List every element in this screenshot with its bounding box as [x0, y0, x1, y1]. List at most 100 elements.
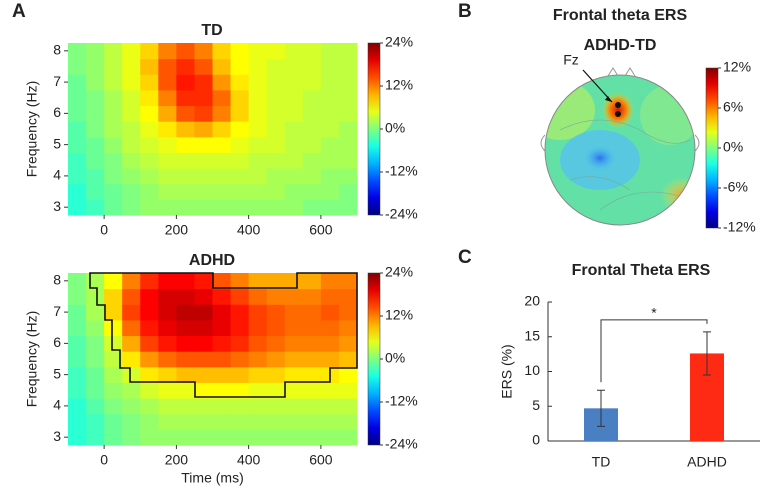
heatmap-cell	[68, 121, 87, 138]
heatmap-cell	[248, 168, 268, 185]
heatmap-cell	[212, 74, 232, 91]
heatmap-cell	[104, 58, 123, 75]
heatmap-cell	[338, 152, 358, 169]
heatmap-cell	[284, 43, 304, 60]
heatmap-cell	[212, 366, 232, 383]
heatmap-cell	[140, 58, 159, 75]
heatmap-cell	[212, 89, 232, 107]
heatmap-cell	[302, 413, 322, 430]
heatmap-cell	[158, 121, 177, 138]
heatmap-cell	[140, 398, 159, 415]
heatmap-cell	[194, 121, 213, 138]
heatmap-cell	[158, 413, 177, 430]
heatmap-cell	[176, 398, 195, 415]
heatmap-cell	[86, 121, 105, 138]
heatmap-cell	[266, 288, 286, 305]
y-tick-label: 6	[53, 104, 61, 120]
panel-label: C	[458, 247, 472, 268]
heatmap-cell	[248, 136, 268, 153]
heatmap-cell	[122, 335, 141, 352]
y-tick-label: 8	[53, 42, 61, 58]
heatmap-cell	[338, 366, 358, 383]
heatmap-cell	[302, 136, 322, 153]
heatmap-cell	[140, 273, 159, 290]
heatmap-cell	[338, 382, 358, 399]
heatmap-cell	[104, 304, 123, 321]
heatmap-cell	[194, 413, 213, 430]
heatmap-cell	[212, 168, 232, 185]
heatmap-cell	[140, 351, 159, 368]
x-axis-label: Time (ms)	[181, 470, 243, 486]
heatmap-cell	[122, 74, 141, 91]
heatmap-cell	[230, 413, 250, 430]
heatmap-cell	[86, 89, 105, 107]
heatmap-cell	[302, 273, 322, 290]
heatmap-cell	[338, 351, 358, 368]
electrode-label: Fz	[563, 52, 579, 68]
heatmap-cell	[248, 429, 268, 446]
chart-title: Frontal theta ERS	[553, 7, 688, 24]
heatmap-cell	[302, 121, 322, 138]
heatmap-cell	[302, 199, 322, 216]
heatmap-cell	[158, 382, 177, 399]
heatmap-cell	[248, 335, 268, 352]
heatmap-cell	[212, 335, 232, 352]
x-tick-label: 0	[100, 452, 108, 468]
heatmap-cell	[230, 319, 250, 337]
heatmap-cell	[86, 58, 105, 75]
heatmap-cell	[176, 351, 195, 368]
heatmap-cell	[104, 199, 123, 216]
error-bar	[703, 331, 711, 376]
heatmap-cell	[158, 89, 177, 107]
heatmap-cell	[266, 382, 286, 399]
heatmap-cell	[194, 288, 213, 305]
heatmap-cell	[68, 304, 87, 321]
y-tick-label: 3	[53, 198, 61, 214]
heatmap-cell	[320, 351, 340, 368]
heatmap-cell	[104, 121, 123, 138]
heatmap-cell	[248, 152, 268, 169]
heatmap-cell	[266, 351, 286, 368]
heatmap-cell	[302, 288, 322, 305]
colorbar-label: -12%	[385, 393, 418, 409]
heatmap-cell	[122, 152, 141, 169]
y-tick-label: 5	[53, 135, 61, 151]
heatmap-cell	[338, 319, 358, 337]
significance-bracket	[600, 319, 708, 383]
heatmap-cell	[176, 273, 195, 290]
heatmap-cell	[230, 199, 250, 216]
heatmap-cell	[104, 429, 123, 446]
heatmap-cell	[212, 273, 232, 290]
heatmap-cell	[68, 43, 87, 60]
heatmap-cell	[68, 89, 87, 107]
heatmap-cell	[284, 199, 304, 216]
heatmap-cell	[320, 183, 340, 200]
heatmap-cell	[320, 74, 340, 91]
heatmap-cell	[86, 382, 105, 399]
heatmap-cell	[176, 304, 195, 321]
heatmap-cell	[284, 183, 304, 200]
heatmap-cell	[212, 43, 232, 60]
colorbar-label: 24%	[385, 34, 413, 50]
heatmap-cell	[194, 89, 213, 107]
heatmap-cell	[122, 199, 141, 216]
heatmap-cell	[302, 74, 322, 91]
heatmap-cell	[158, 351, 177, 368]
heatmap-cell	[338, 105, 358, 122]
heatmap-cell	[122, 429, 141, 446]
heatmap-cell	[158, 366, 177, 383]
heatmap-cell	[104, 319, 123, 337]
heatmap-cell	[86, 335, 105, 352]
heatmap-cell	[320, 304, 340, 321]
heatmap-cell	[230, 288, 250, 305]
heatmap-cell	[248, 89, 268, 107]
heatmap-cell	[158, 288, 177, 305]
y-tick-label: 15	[524, 327, 540, 343]
heatmap-cell	[248, 319, 268, 337]
heatmap-cell	[194, 105, 213, 122]
heatmap-cell	[302, 319, 322, 337]
colorbar-label: 12%	[385, 307, 413, 323]
heatmap-cell	[284, 319, 304, 337]
colorbar-label: -24%	[385, 206, 418, 222]
colorbar-label: -12%	[385, 163, 418, 179]
